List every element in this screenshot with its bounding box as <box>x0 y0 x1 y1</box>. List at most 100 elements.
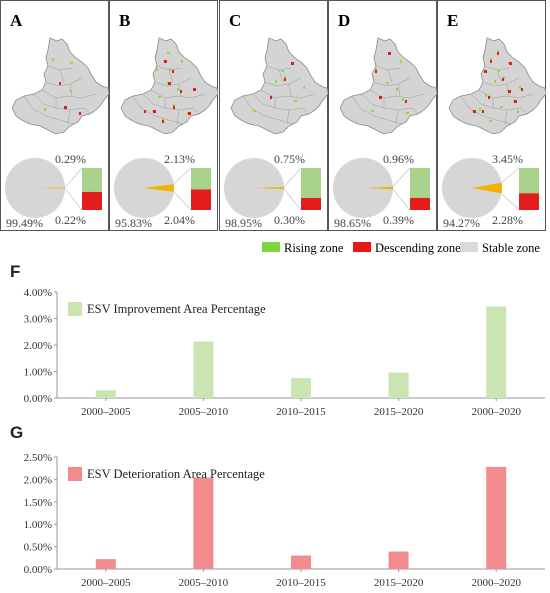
rising-patch <box>500 106 503 108</box>
rising-patch <box>167 52 170 54</box>
descending-percent-label: 0.22% <box>55 213 86 227</box>
chart-legend-label: ESV Improvement Area Percentage <box>87 302 266 316</box>
connector-line <box>392 189 411 211</box>
bar <box>388 372 409 398</box>
connector-line <box>173 167 192 185</box>
bar <box>388 551 409 569</box>
rising-patch <box>402 98 404 101</box>
rising-patch <box>158 96 161 98</box>
bar <box>95 559 116 569</box>
rising-percent-label: 0.75% <box>274 152 305 166</box>
descending-patch <box>144 110 146 113</box>
rising-patch <box>275 80 277 83</box>
y-tick-label: 1.00% <box>24 519 52 531</box>
descending-patch <box>291 62 294 65</box>
x-tick-label: 2015–2020 <box>374 406 424 418</box>
descending-share-box <box>82 191 102 210</box>
rising-percent-label: 2.13% <box>164 152 195 166</box>
y-tick-label: 3.00% <box>24 314 52 326</box>
x-tick-label: 2010–2015 <box>276 406 326 418</box>
pie-changed-slice <box>144 184 174 192</box>
connector-line <box>173 191 192 211</box>
map-panel-e: E 3.45% 2.28% 94.27% <box>437 0 547 231</box>
rising-patch <box>517 110 519 113</box>
connector-line <box>283 167 302 188</box>
legend-label-descending: Descending zone <box>375 241 461 255</box>
region-map <box>11 37 110 135</box>
x-tick-label: 2000–2005 <box>81 406 131 418</box>
rising-patch <box>253 110 256 112</box>
region-map <box>448 37 547 135</box>
stable-percent-label: 94.27% <box>443 216 480 230</box>
descending-patch <box>79 112 81 115</box>
descending-percent-label: 0.30% <box>274 213 305 227</box>
descending-share-box <box>410 197 430 210</box>
rising-patch <box>162 118 164 121</box>
descending-patch <box>162 120 164 123</box>
rising-patch <box>396 88 398 91</box>
legend-swatch-descending <box>353 242 371 252</box>
stable-percent-label: 95.83% <box>115 216 152 230</box>
pie-changed-slice <box>472 182 503 194</box>
region-map <box>339 37 438 135</box>
region-map <box>230 37 329 135</box>
panel-letter: B <box>119 11 130 30</box>
descending-patch <box>488 96 490 99</box>
descending-patch <box>270 96 272 99</box>
panel-letter: A <box>10 11 23 30</box>
bar <box>193 341 214 398</box>
panel-letter: C <box>229 11 241 30</box>
bar <box>95 390 116 398</box>
rising-patch <box>386 82 389 84</box>
map-legend: Rising zone Descending zone Stable zone <box>262 241 540 255</box>
map-panel-a: A 0.29% 0.22% 99.49% <box>0 0 110 231</box>
pie-changed-slice <box>363 186 393 190</box>
descending-patch <box>64 106 67 109</box>
chart-legend-swatch <box>68 467 82 481</box>
rising-patch <box>303 86 305 89</box>
rising-patch <box>281 70 284 72</box>
y-tick-label: 2.50% <box>24 452 52 464</box>
rising-patch <box>156 68 158 71</box>
descending-percent-label: 2.04% <box>164 213 195 227</box>
x-tick-label: 2000–2020 <box>471 577 521 589</box>
rising-share-box <box>301 168 321 198</box>
descending-patch <box>482 110 484 113</box>
chart-g: 0.00% 0.50% 1.00% 1.50% 2.00% 2.50% 2000–2005 2… <box>24 452 545 589</box>
bar <box>291 555 311 569</box>
y-tick-label: 2.00% <box>24 340 52 352</box>
pie-changed-slice <box>254 187 284 189</box>
descending-patch <box>502 78 504 81</box>
descending-patch <box>388 52 391 55</box>
connector-line <box>64 188 83 211</box>
map-panel-d: D 0.96% 0.39% 98.65% <box>328 0 438 231</box>
descending-patch <box>509 62 512 65</box>
descending-share-box <box>519 193 539 210</box>
bar <box>486 306 507 398</box>
y-tick-label: 0.00% <box>24 564 52 576</box>
descending-patch <box>379 96 382 99</box>
descending-percent-label: 2.28% <box>492 213 523 227</box>
rising-patch <box>479 108 481 111</box>
rising-patch <box>371 110 374 112</box>
rising-patch <box>489 120 492 122</box>
descending-patch <box>405 100 407 103</box>
chart-legend-swatch <box>68 302 82 316</box>
x-tick-label: 2005–2010 <box>179 406 229 418</box>
panel-letter-f: F <box>10 262 20 281</box>
rising-patch <box>52 58 54 61</box>
rising-patch <box>284 76 286 79</box>
x-tick-label: 2010–2015 <box>276 577 326 589</box>
descending-patch <box>375 70 377 73</box>
rising-patch <box>294 100 297 102</box>
descending-share-box <box>301 198 321 210</box>
legend-label-stable: Stable zone <box>482 241 540 255</box>
map-panel-b: B 2.13% 2.04% 95.83% <box>109 0 219 231</box>
chart-legend-label: ESV Deterioration Area Percentage <box>87 467 265 481</box>
rising-patch <box>177 88 179 91</box>
rising-share-box <box>82 168 102 192</box>
rising-percent-label: 0.29% <box>55 152 86 166</box>
x-tick-label: 2000–2020 <box>471 406 521 418</box>
x-tick-label: 2000–2005 <box>81 577 131 589</box>
